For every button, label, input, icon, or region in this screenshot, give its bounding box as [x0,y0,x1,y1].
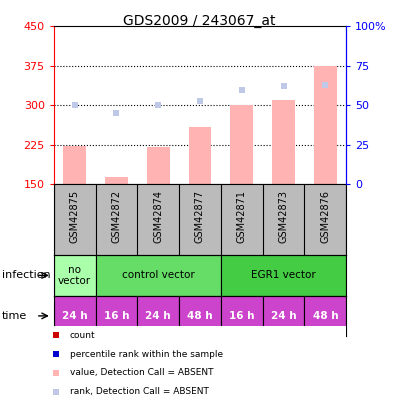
Bar [179,296,221,336]
Bar [263,296,304,336]
Text: 24 h: 24 h [62,311,88,321]
Bar [54,255,96,296]
Text: infection: infection [2,271,51,280]
Bar [96,296,137,336]
Bar [314,66,337,184]
Bar [230,105,253,184]
Bar [272,100,295,184]
Text: 16 h: 16 h [103,311,129,321]
Text: value, Detection Call = ABSENT: value, Detection Call = ABSENT [70,369,213,377]
Text: GSM42875: GSM42875 [70,190,80,243]
Text: GSM42876: GSM42876 [320,190,330,243]
Bar [54,296,96,336]
Text: GDS2009 / 243067_at: GDS2009 / 243067_at [123,14,275,28]
Text: rank, Detection Call = ABSENT: rank, Detection Call = ABSENT [70,387,209,396]
Bar [63,146,86,184]
Text: 48 h: 48 h [187,311,213,321]
Text: percentile rank within the sample: percentile rank within the sample [70,350,223,358]
Text: GSM42871: GSM42871 [237,190,247,243]
Text: GSM42877: GSM42877 [195,190,205,243]
Text: control vector: control vector [122,271,195,280]
Text: 16 h: 16 h [229,311,255,321]
Bar [137,296,179,336]
Bar [105,177,128,184]
Text: time: time [2,311,27,321]
Text: 24 h: 24 h [145,311,171,321]
Bar [304,296,346,336]
Text: EGR1 vector: EGR1 vector [251,271,316,280]
Bar [221,296,263,336]
Bar [96,255,221,296]
Bar [221,255,346,296]
Bar [147,147,170,184]
Text: GSM42873: GSM42873 [279,190,289,243]
Text: 24 h: 24 h [271,311,297,321]
Bar [189,128,211,184]
Text: count: count [70,331,96,340]
Text: no
vector: no vector [58,264,91,286]
Text: 48 h: 48 h [312,311,338,321]
Text: GSM42872: GSM42872 [111,190,121,243]
Text: GSM42874: GSM42874 [153,190,163,243]
